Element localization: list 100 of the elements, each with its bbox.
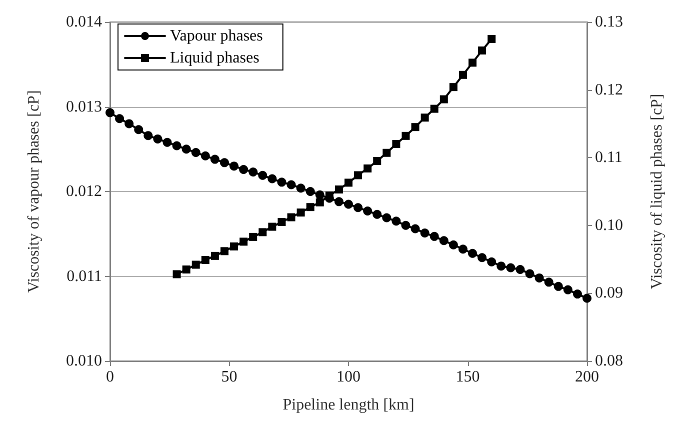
point <box>316 198 324 206</box>
point <box>172 270 181 278</box>
point <box>430 232 439 241</box>
point <box>220 158 229 168</box>
x-tick-label: 0 <box>106 368 114 386</box>
y-tick-label: 0.012 <box>66 183 102 200</box>
point <box>134 125 144 134</box>
point <box>230 162 239 171</box>
point <box>440 95 448 104</box>
y2-tick-label: 0.13 <box>595 14 623 30</box>
point <box>392 216 401 226</box>
y-tick-label: 0.013 <box>66 98 102 116</box>
y-tick-label: 0.011 <box>66 268 102 285</box>
y2-tick-label: 0.12 <box>595 81 623 98</box>
point <box>525 269 534 278</box>
point <box>115 114 124 124</box>
point <box>230 242 238 250</box>
point <box>468 248 478 258</box>
y2-tick-label: 0.09 <box>595 284 623 302</box>
y2-tick-label: 0.11 <box>595 149 622 166</box>
point <box>268 174 277 184</box>
point <box>544 278 554 287</box>
point <box>210 154 220 164</box>
point <box>144 131 153 140</box>
point <box>287 213 296 222</box>
point <box>458 70 467 79</box>
y-tick-label: 0.010 <box>66 352 102 370</box>
point <box>534 273 544 282</box>
point <box>410 224 420 234</box>
point <box>449 83 458 92</box>
point <box>210 252 219 260</box>
point <box>420 114 429 122</box>
point <box>296 184 306 193</box>
point <box>296 208 305 217</box>
point <box>153 134 162 144</box>
point <box>363 206 372 216</box>
point <box>382 213 392 222</box>
point <box>401 220 410 230</box>
x-tick-label: 150 <box>456 368 480 386</box>
point <box>402 132 410 140</box>
point <box>354 203 363 212</box>
legend-label: Vapour phases <box>170 28 263 44</box>
point <box>162 138 172 147</box>
point <box>478 46 486 54</box>
point <box>344 200 353 209</box>
y2-axis-title: Viscosity of liquid phases [cP] <box>648 94 666 290</box>
y-tick-label: 0.014 <box>66 14 102 30</box>
point <box>372 210 382 219</box>
point <box>373 156 382 165</box>
x-tick-label: 100 <box>336 368 360 386</box>
point <box>182 144 191 154</box>
point <box>496 262 506 271</box>
point <box>334 185 343 194</box>
point <box>506 263 516 272</box>
point <box>439 236 448 246</box>
point <box>392 140 400 148</box>
point <box>334 197 344 206</box>
point <box>306 203 314 212</box>
point <box>192 260 200 269</box>
point <box>448 240 458 250</box>
point <box>516 264 525 274</box>
point <box>201 256 210 264</box>
point <box>382 148 391 157</box>
point <box>286 180 296 190</box>
point <box>458 244 468 254</box>
point <box>124 119 134 128</box>
point <box>191 148 200 158</box>
point <box>364 164 372 172</box>
point <box>488 34 496 43</box>
point <box>277 178 286 187</box>
point <box>572 290 582 299</box>
point <box>172 141 182 150</box>
point <box>420 228 430 238</box>
x-tick-label: 200 <box>575 368 599 386</box>
point <box>315 190 324 200</box>
point <box>478 253 487 262</box>
point <box>106 108 114 118</box>
point <box>249 232 258 241</box>
point <box>268 222 276 231</box>
point <box>258 170 268 180</box>
point <box>306 187 315 196</box>
x-axis-title: Pipeline length [km] <box>282 396 414 414</box>
point <box>554 282 563 291</box>
point <box>220 247 228 256</box>
point <box>430 104 438 113</box>
point <box>468 58 477 67</box>
point <box>248 168 258 177</box>
y2-tick-label: 0.08 <box>595 352 623 370</box>
point <box>278 218 286 226</box>
point <box>354 171 362 180</box>
point <box>487 257 496 266</box>
point <box>563 285 572 294</box>
point <box>239 164 248 174</box>
point <box>258 228 267 236</box>
legend-label: Liquid phases <box>170 50 260 66</box>
point <box>240 238 248 246</box>
y-axis-title: Viscosity of vapour phases [cP] <box>26 90 42 293</box>
point <box>182 265 190 274</box>
point <box>411 123 420 132</box>
point <box>200 151 210 160</box>
